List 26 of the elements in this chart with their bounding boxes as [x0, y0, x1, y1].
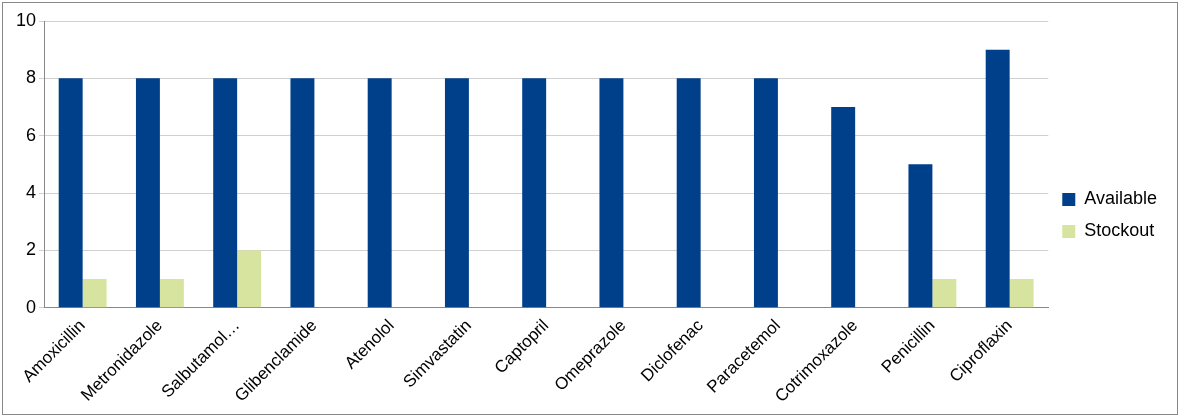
bar	[522, 78, 547, 308]
bar	[82, 279, 107, 308]
bar	[213, 78, 238, 308]
bar	[290, 78, 315, 308]
bar	[367, 78, 392, 308]
y-tick-label: 4	[26, 182, 37, 203]
y-tick-label: 10	[15, 9, 37, 30]
y-tick-label: 8	[26, 67, 37, 88]
bar	[676, 78, 701, 308]
bar	[932, 279, 957, 308]
bar	[831, 107, 856, 308]
bar	[135, 78, 160, 308]
bar	[985, 49, 1010, 308]
bar	[159, 279, 184, 308]
legend-label: Stockout	[1084, 220, 1155, 241]
bar	[599, 78, 624, 308]
bar	[908, 164, 933, 308]
bar	[444, 78, 469, 308]
bar	[58, 78, 83, 308]
legend-label: Available	[1084, 188, 1158, 209]
y-tick-label: 2	[26, 239, 37, 260]
bar	[753, 78, 778, 308]
bar	[1009, 279, 1034, 308]
bar	[237, 250, 262, 308]
y-tick-label: 6	[26, 124, 37, 145]
y-tick-label: 0	[26, 296, 37, 317]
